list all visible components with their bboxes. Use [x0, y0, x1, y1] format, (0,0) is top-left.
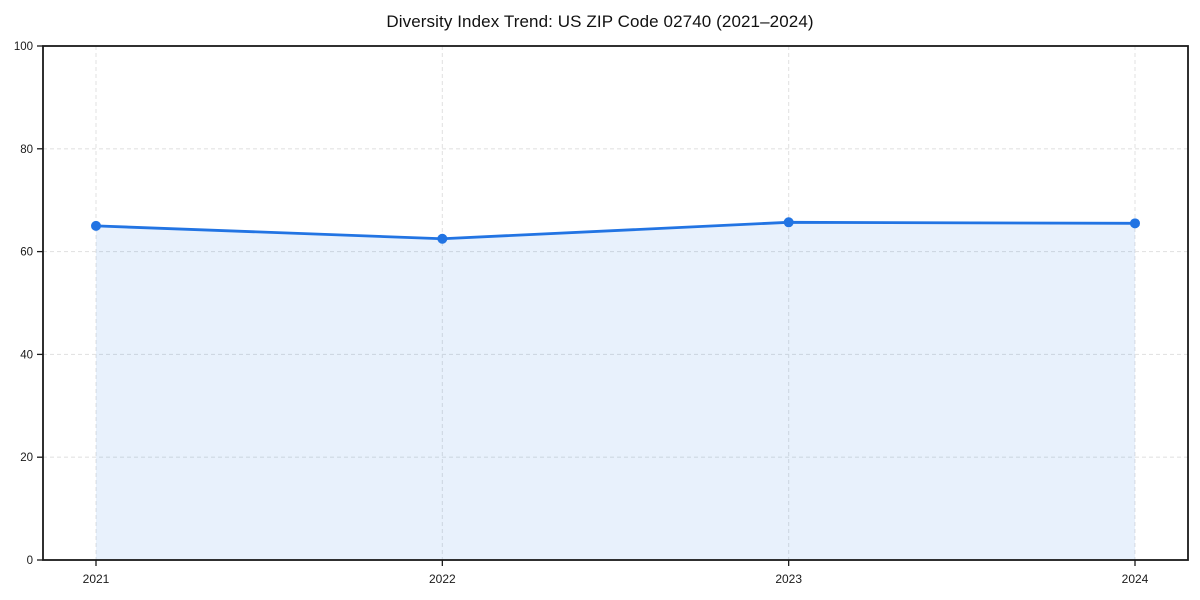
- trend-line: [95, 220, 1136, 241]
- chart-title: Diversity Index Trend: US ZIP Code 02740…: [386, 12, 814, 31]
- y-tick-label: 20: [20, 452, 33, 464]
- plot-border: [42, 45, 1189, 561]
- x-tick-label: 2024: [1122, 572, 1149, 586]
- y-tick-label: 60: [20, 247, 33, 259]
- data-point-marker: [437, 233, 448, 244]
- y-tick-label: 80: [20, 144, 33, 156]
- x-tick-label: 2023: [775, 572, 802, 586]
- y-tick-label: 100: [14, 41, 33, 53]
- x-tick-label: 2021: [83, 572, 110, 586]
- data-point-marker: [91, 220, 101, 231]
- data-point-marker: [1130, 218, 1140, 229]
- x-tick-label: 2022: [429, 572, 456, 586]
- y-tick-label: 40: [20, 349, 33, 361]
- area-fill: [96, 222, 1135, 560]
- y-tick-label: 0: [27, 555, 33, 567]
- data-point-marker: [783, 217, 794, 228]
